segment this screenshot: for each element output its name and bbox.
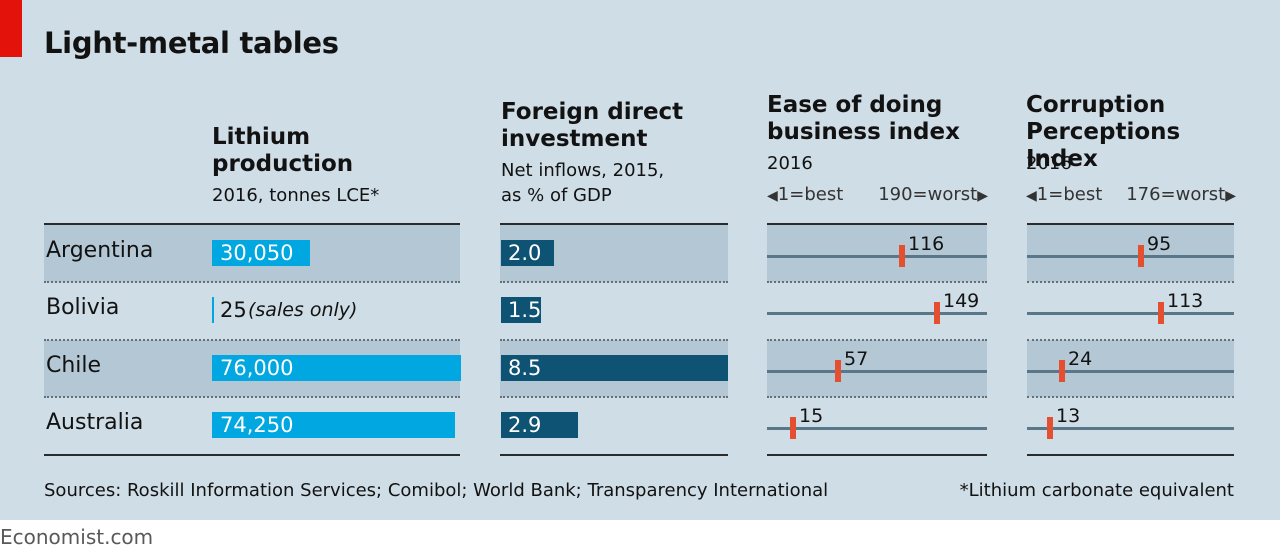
business-rank-marker: [790, 417, 796, 439]
lithium-bar: [212, 297, 214, 323]
bottom-rule: [44, 454, 460, 456]
corruption-rank-marker: [1138, 245, 1144, 267]
fdi-subtitle-line-1: Net inflows, 2015,: [501, 160, 665, 181]
business-scale-line: [767, 427, 987, 430]
business-subtitle: 2016: [767, 153, 813, 174]
business-worst-label: 190=worst: [878, 184, 978, 205]
corruption-scale-best: ◀1=best: [1026, 184, 1102, 205]
chart-title: Light-metal tables: [44, 26, 339, 60]
corruption-rank-marker: [1059, 360, 1065, 382]
lithium-note: (sales only): [248, 299, 358, 321]
row-divider: [44, 281, 460, 283]
lithium-subtitle: 2016, tonnes LCE*: [212, 185, 380, 206]
row-divider: [1027, 281, 1234, 283]
corruption-scale-line: [1027, 312, 1234, 315]
lithium-heading: Lithium production: [212, 124, 354, 177]
business-rank-label: 57: [844, 348, 869, 370]
right-arrow-icon: ▶: [977, 188, 988, 204]
row-divider: [44, 396, 460, 398]
top-rule: [1027, 223, 1234, 225]
business-scale-worst: 190=worst▶: [878, 184, 988, 205]
lithium-value-label: 74,250: [220, 413, 294, 437]
corruption-scale-line: [1027, 427, 1234, 430]
bottom-rule: [767, 454, 987, 456]
row-divider: [767, 396, 987, 398]
corruption-scale-line: [1027, 370, 1234, 373]
source-note: Sources: Roskill Information Services; C…: [44, 480, 829, 501]
lithium-value-label: 30,050: [220, 241, 294, 265]
corruption-worst-label: 176=worst: [1126, 184, 1226, 205]
left-arrow-icon: ◀: [1026, 188, 1037, 204]
fdi-value-label: 8.5: [508, 356, 542, 380]
top-rule: [500, 223, 728, 225]
row-divider: [500, 339, 728, 341]
business-scale-line: [767, 370, 987, 373]
corruption-heading: Corruption Perceptions Index: [1026, 92, 1181, 172]
business-scale-best: ◀1=best: [767, 184, 843, 205]
lithium-bar: [212, 355, 461, 381]
row-divider: [500, 396, 728, 398]
footnote: *Lithium carbonate equivalent: [959, 480, 1234, 501]
lithium-value-label: 25: [220, 298, 247, 322]
top-rule: [767, 223, 987, 225]
fdi-value-label: 2.0: [508, 241, 542, 265]
business-heading: Ease of doing business index: [767, 92, 960, 145]
row-band: [767, 340, 987, 397]
country-label: Bolivia: [46, 295, 120, 320]
fdi-value-label: 1.5: [508, 298, 542, 322]
business-rank-marker: [899, 245, 905, 267]
bottom-rule: [1027, 454, 1234, 456]
fdi-bar: [501, 355, 728, 381]
fdi-bar: [501, 412, 578, 438]
corruption-rank-marker: [1158, 302, 1164, 324]
country-label: Argentina: [46, 238, 154, 263]
business-rank-marker: [934, 302, 940, 324]
fdi-subtitle-line-2: as % of GDP: [501, 185, 612, 206]
lithium-bar: [212, 240, 310, 266]
corruption-best-label: 1=best: [1036, 184, 1103, 205]
corruption-rank-label: 13: [1056, 405, 1081, 427]
corruption-rank-label: 113: [1167, 290, 1204, 312]
corruption-rank-label: 95: [1147, 233, 1172, 255]
row-divider: [44, 339, 460, 341]
fdi-bar: [501, 240, 554, 266]
corruption-subtitle: 2016: [1026, 153, 1072, 174]
left-arrow-icon: ◀: [767, 188, 778, 204]
economist-logo: Economist.com: [0, 525, 154, 549]
business-scale-line: [767, 312, 987, 315]
row-divider: [1027, 339, 1234, 341]
business-rank-label: 116: [908, 233, 945, 255]
row-band: [1027, 225, 1234, 282]
business-rank-marker: [835, 360, 841, 382]
business-best-label: 1=best: [777, 184, 844, 205]
top-rule: [44, 223, 460, 225]
red-accent-bar: [0, 0, 22, 57]
business-rank-label: 15: [799, 405, 824, 427]
row-divider: [767, 281, 987, 283]
bottom-rule: [500, 454, 728, 456]
row-divider: [767, 339, 987, 341]
country-label: Australia: [46, 410, 144, 435]
right-arrow-icon: ▶: [1225, 188, 1236, 204]
row-divider: [1027, 396, 1234, 398]
fdi-bar: [501, 297, 541, 323]
corruption-scale-worst: 176=worst▶: [1126, 184, 1236, 205]
corruption-rank-marker: [1047, 417, 1053, 439]
lithium-value-label: 76,000: [220, 356, 294, 380]
row-divider: [500, 281, 728, 283]
corruption-scale-line: [1027, 255, 1234, 258]
lithium-bar: [212, 412, 455, 438]
business-rank-label: 149: [943, 290, 980, 312]
fdi-heading: Foreign direct investment: [501, 99, 684, 152]
row-band: [767, 225, 987, 282]
business-scale-line: [767, 255, 987, 258]
country-label: Chile: [46, 353, 102, 378]
corruption-rank-label: 24: [1068, 348, 1093, 370]
fdi-value-label: 2.9: [508, 413, 542, 437]
